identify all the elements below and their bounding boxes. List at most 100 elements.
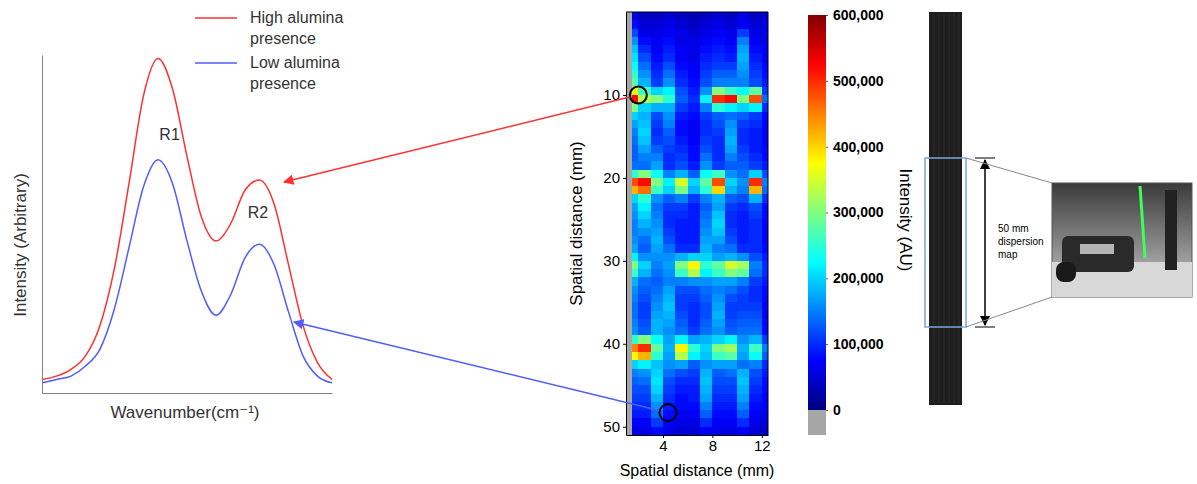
heatmap-cell [737,344,750,353]
heatmap-cell [737,269,750,278]
heatmap-cell [632,20,639,29]
heatmap-cell [725,170,738,179]
heatmap-cell [675,153,688,162]
heatmap-cell [749,203,762,212]
heatmap-cell [700,402,713,411]
heatmap-cell [632,170,639,179]
heatmap-cell [749,352,762,361]
heatmap-cell [663,236,676,245]
heatmap-cell [638,136,651,145]
heatmap-cell [737,53,750,62]
heatmap-cell [749,228,762,237]
heatmap-cell [651,120,664,129]
heatmap-cell [712,418,725,427]
heatmap-cell [632,302,639,311]
heatmap-cell [712,269,725,278]
heatmap-cell [712,45,725,54]
heatmap-cell [688,418,701,427]
heatmap-cell [663,87,676,96]
heatmap-cell [638,302,651,311]
heatmap-cell [762,410,768,419]
heatmap-cell [663,261,676,270]
heatmap-cell [688,219,701,228]
heatmap-cell [712,335,725,344]
heatmap-cell [663,319,676,328]
heatmap-cell [675,45,688,54]
heatmap-cell [725,402,738,411]
heatmap-cell [675,87,688,96]
heatmap-cell [632,194,639,203]
heatmap-cell [749,319,762,328]
heatmap-cell [700,87,713,96]
heatmap-cell [712,211,725,220]
colorbar [808,15,826,410]
heatmap-cell [663,194,676,203]
heatmap-cell [663,269,676,278]
heatmap-cell [632,53,639,62]
heatmap-cell [688,194,701,203]
heatmap-cell [632,29,639,38]
heatmap-cell [725,427,738,435]
heatmap-cell [651,277,664,286]
heatmap-cell [688,87,701,96]
heatmap-cell [749,360,762,369]
heatmap-cell [700,311,713,320]
heatmap-cell [651,53,664,62]
y-axis-line [42,56,43,394]
heatmap-cell [737,161,750,170]
heatmap-y-tick-mark [623,261,626,262]
heatmap-cell [700,319,713,328]
heatmap-cell [700,219,713,228]
heatmap-cell [762,219,768,228]
heatmap-cell [675,194,688,203]
heatmap-cell [632,37,639,46]
colorbar-tick-mark [826,344,828,345]
heatmap-cell [725,269,738,278]
heatmap-cell [762,302,768,311]
heatmap-cell [638,236,651,245]
heatmap-cell [663,62,676,71]
y-axis-title: Intensity (Arbitrary) [11,173,30,317]
colorbar-tick: 300,000 [826,204,884,220]
heatmap-cell [749,236,762,245]
heatmap-cell [725,37,738,46]
heatmap-cell [712,186,725,195]
text-line: presence [250,30,316,47]
heatmap-cell [749,120,762,129]
instrument-photo [1052,183,1192,297]
heatmap-cell [725,302,738,311]
heatmap-cell [700,136,713,145]
heatmap-cell [712,377,725,386]
heatmap-cell [663,377,676,386]
heatmap-cell [749,253,762,262]
heatmap-cell [675,418,688,427]
heatmap-cell [737,103,750,112]
heatmap-cell [712,294,725,303]
heatmap-cell [737,95,750,104]
heatmap-cell [651,377,664,386]
heatmap-cell [749,45,762,54]
heatmap-cell [712,203,725,212]
colorbar-tick-label: 600,000 [833,7,884,23]
heatmap-cell [712,344,725,353]
heatmap-cell [725,53,738,62]
heatmap-x-tick-label: 12 [754,437,771,454]
heatmap-cell [725,253,738,262]
heatmap-cell [663,95,676,104]
heatmap-cell [675,385,688,394]
heatmap-cell [700,203,713,212]
heatmap-cell [737,410,750,419]
heatmap-cell [688,29,701,38]
heatmap-y-tick-label: 20 [603,169,620,186]
sample-texture [959,14,960,403]
heatmap-cell [737,219,750,228]
heatmap-cell [700,29,713,38]
heatmap-cell [737,236,750,245]
heatmap-cell [700,327,713,336]
colorbar-title: Intensity (AU) [896,169,915,272]
heatmap-cell [651,186,664,195]
heatmap-cell [762,402,768,411]
heatmap-cell [688,37,701,46]
heatmap-cell [675,327,688,336]
heatmap-cell [712,161,725,170]
